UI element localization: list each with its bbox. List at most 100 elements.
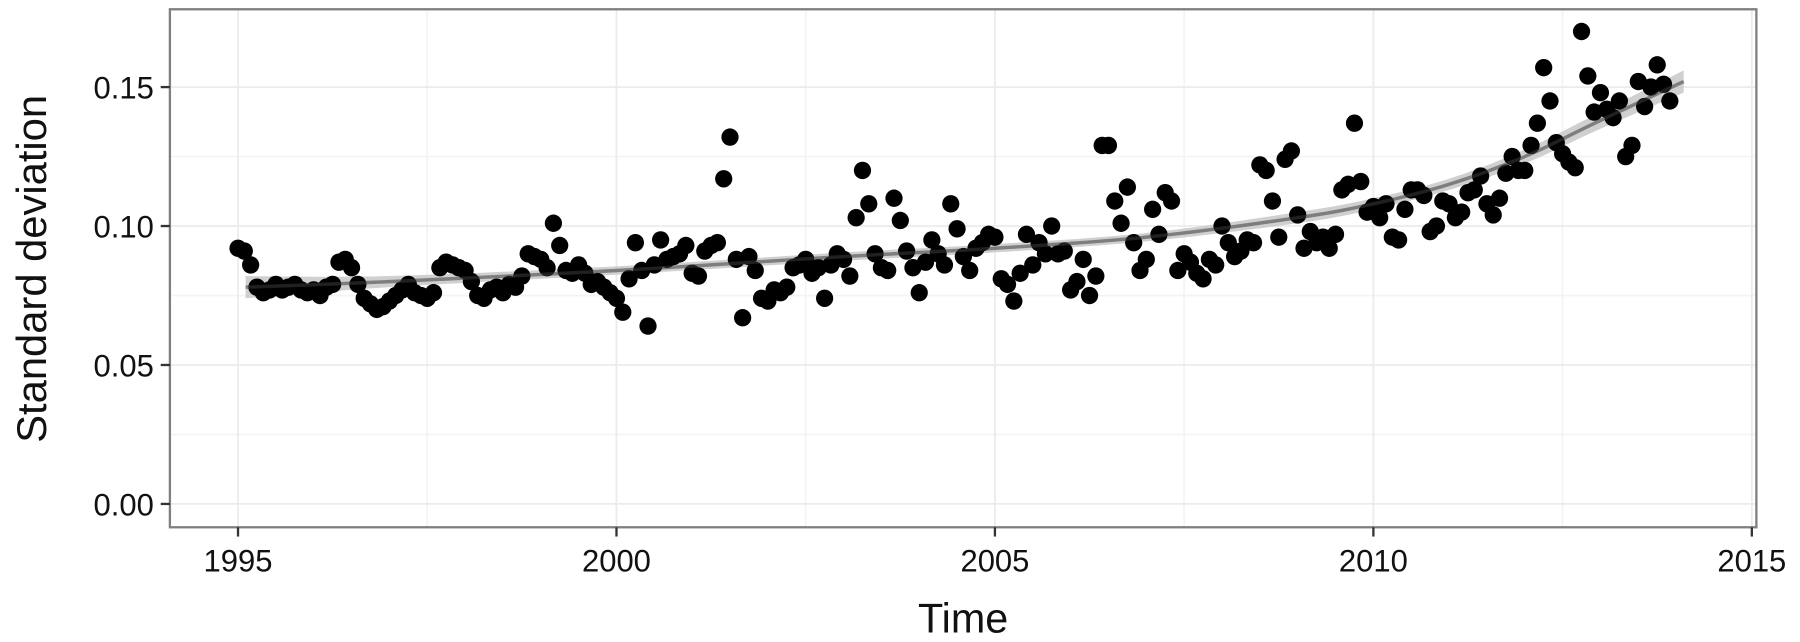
data-point — [715, 170, 733, 188]
x-tick-label: 2005 — [960, 543, 1029, 578]
data-point — [1528, 114, 1546, 132]
data-point — [1194, 270, 1212, 288]
data-point — [1465, 181, 1483, 199]
x-tick-label: 2000 — [582, 543, 651, 578]
data-point — [1043, 217, 1061, 235]
data-point — [1572, 22, 1591, 41]
data-point — [853, 161, 872, 180]
data-point — [1623, 136, 1641, 155]
data-point — [689, 267, 708, 285]
data-point — [1080, 286, 1099, 305]
data-point — [1112, 214, 1130, 232]
data-point — [1005, 292, 1023, 310]
data-point — [1490, 189, 1509, 207]
data-point — [1087, 267, 1105, 285]
data-point — [847, 209, 865, 227]
data-point — [424, 284, 443, 302]
x-tick-label: 2010 — [1339, 543, 1408, 578]
data-point — [342, 259, 361, 277]
data-point — [1390, 231, 1408, 249]
x-axis-title: Time — [918, 595, 1008, 642]
data-point — [998, 275, 1017, 294]
data-point — [551, 236, 569, 255]
data-point — [1289, 206, 1307, 224]
data-point — [607, 289, 626, 307]
data-point — [879, 261, 897, 280]
data-point — [935, 256, 954, 274]
x-tick-label: 2015 — [1717, 543, 1786, 578]
data-point — [1440, 195, 1458, 213]
data-point — [961, 261, 979, 280]
data-point — [954, 247, 972, 266]
data-point — [1263, 192, 1282, 210]
data-point — [652, 231, 670, 249]
data-point — [1320, 239, 1338, 257]
data-point — [1024, 256, 1042, 274]
data-point — [948, 220, 966, 238]
data-point — [1074, 250, 1092, 269]
data-point — [834, 250, 853, 269]
data-point — [916, 253, 935, 271]
data-point — [1516, 161, 1534, 180]
data-point — [734, 309, 752, 327]
data-point — [1579, 67, 1597, 85]
data-point — [620, 270, 638, 288]
data-point — [1244, 234, 1263, 252]
data-point — [1099, 136, 1118, 155]
data-point — [1106, 192, 1124, 210]
data-point — [721, 128, 739, 146]
data-point — [910, 284, 928, 302]
data-point — [923, 231, 941, 249]
data-point — [639, 317, 657, 335]
smooth-line — [245, 79, 1685, 289]
data-point — [1118, 178, 1136, 196]
data-point — [1566, 158, 1584, 177]
data-point — [1345, 114, 1364, 132]
data-point — [1055, 242, 1073, 260]
data-point — [841, 267, 859, 285]
y-tick-label: 0.00 — [94, 487, 154, 522]
y-tick-label: 0.05 — [94, 348, 154, 383]
data-point — [1137, 250, 1155, 269]
data-point — [235, 242, 253, 260]
data-point — [885, 189, 903, 207]
data-point — [1535, 58, 1553, 77]
data-point — [1282, 142, 1300, 160]
panel-border — [168, 8, 1758, 529]
data-point — [816, 289, 834, 307]
data-point — [708, 234, 727, 252]
data-point — [898, 242, 916, 260]
data-point — [986, 228, 1004, 246]
data-point — [544, 214, 563, 232]
data-point — [1396, 200, 1414, 219]
y-axis-title: Standard deviation — [8, 95, 55, 443]
data-point — [1162, 192, 1181, 210]
data-point — [1522, 136, 1540, 155]
data-point — [1011, 264, 1029, 282]
data-point — [746, 261, 764, 280]
data-point — [942, 195, 960, 213]
data-point — [1219, 234, 1237, 252]
data-point — [1427, 217, 1446, 235]
data-point — [1068, 272, 1086, 291]
data-point — [1591, 83, 1610, 102]
y-tick-label: 0.15 — [94, 71, 154, 106]
data-point — [860, 195, 878, 213]
data-point — [1326, 225, 1345, 244]
data-point — [1484, 206, 1502, 224]
y-tick-label: 0.10 — [94, 209, 154, 244]
axes: 1995 2000 2005 2010 2015 0.00 0.05 0.10 0.15 — [94, 71, 1787, 579]
data-point — [1352, 172, 1370, 191]
data-point — [1017, 225, 1036, 244]
data-points — [229, 22, 1679, 335]
data-point — [626, 234, 645, 252]
x-tick-label: 1995 — [204, 543, 273, 578]
data-point — [1648, 56, 1666, 74]
data-point — [1541, 92, 1559, 110]
data-point — [1169, 261, 1187, 280]
data-point — [778, 278, 796, 296]
data-point — [891, 211, 909, 230]
data-point — [1257, 161, 1275, 180]
data-point — [1270, 228, 1288, 246]
